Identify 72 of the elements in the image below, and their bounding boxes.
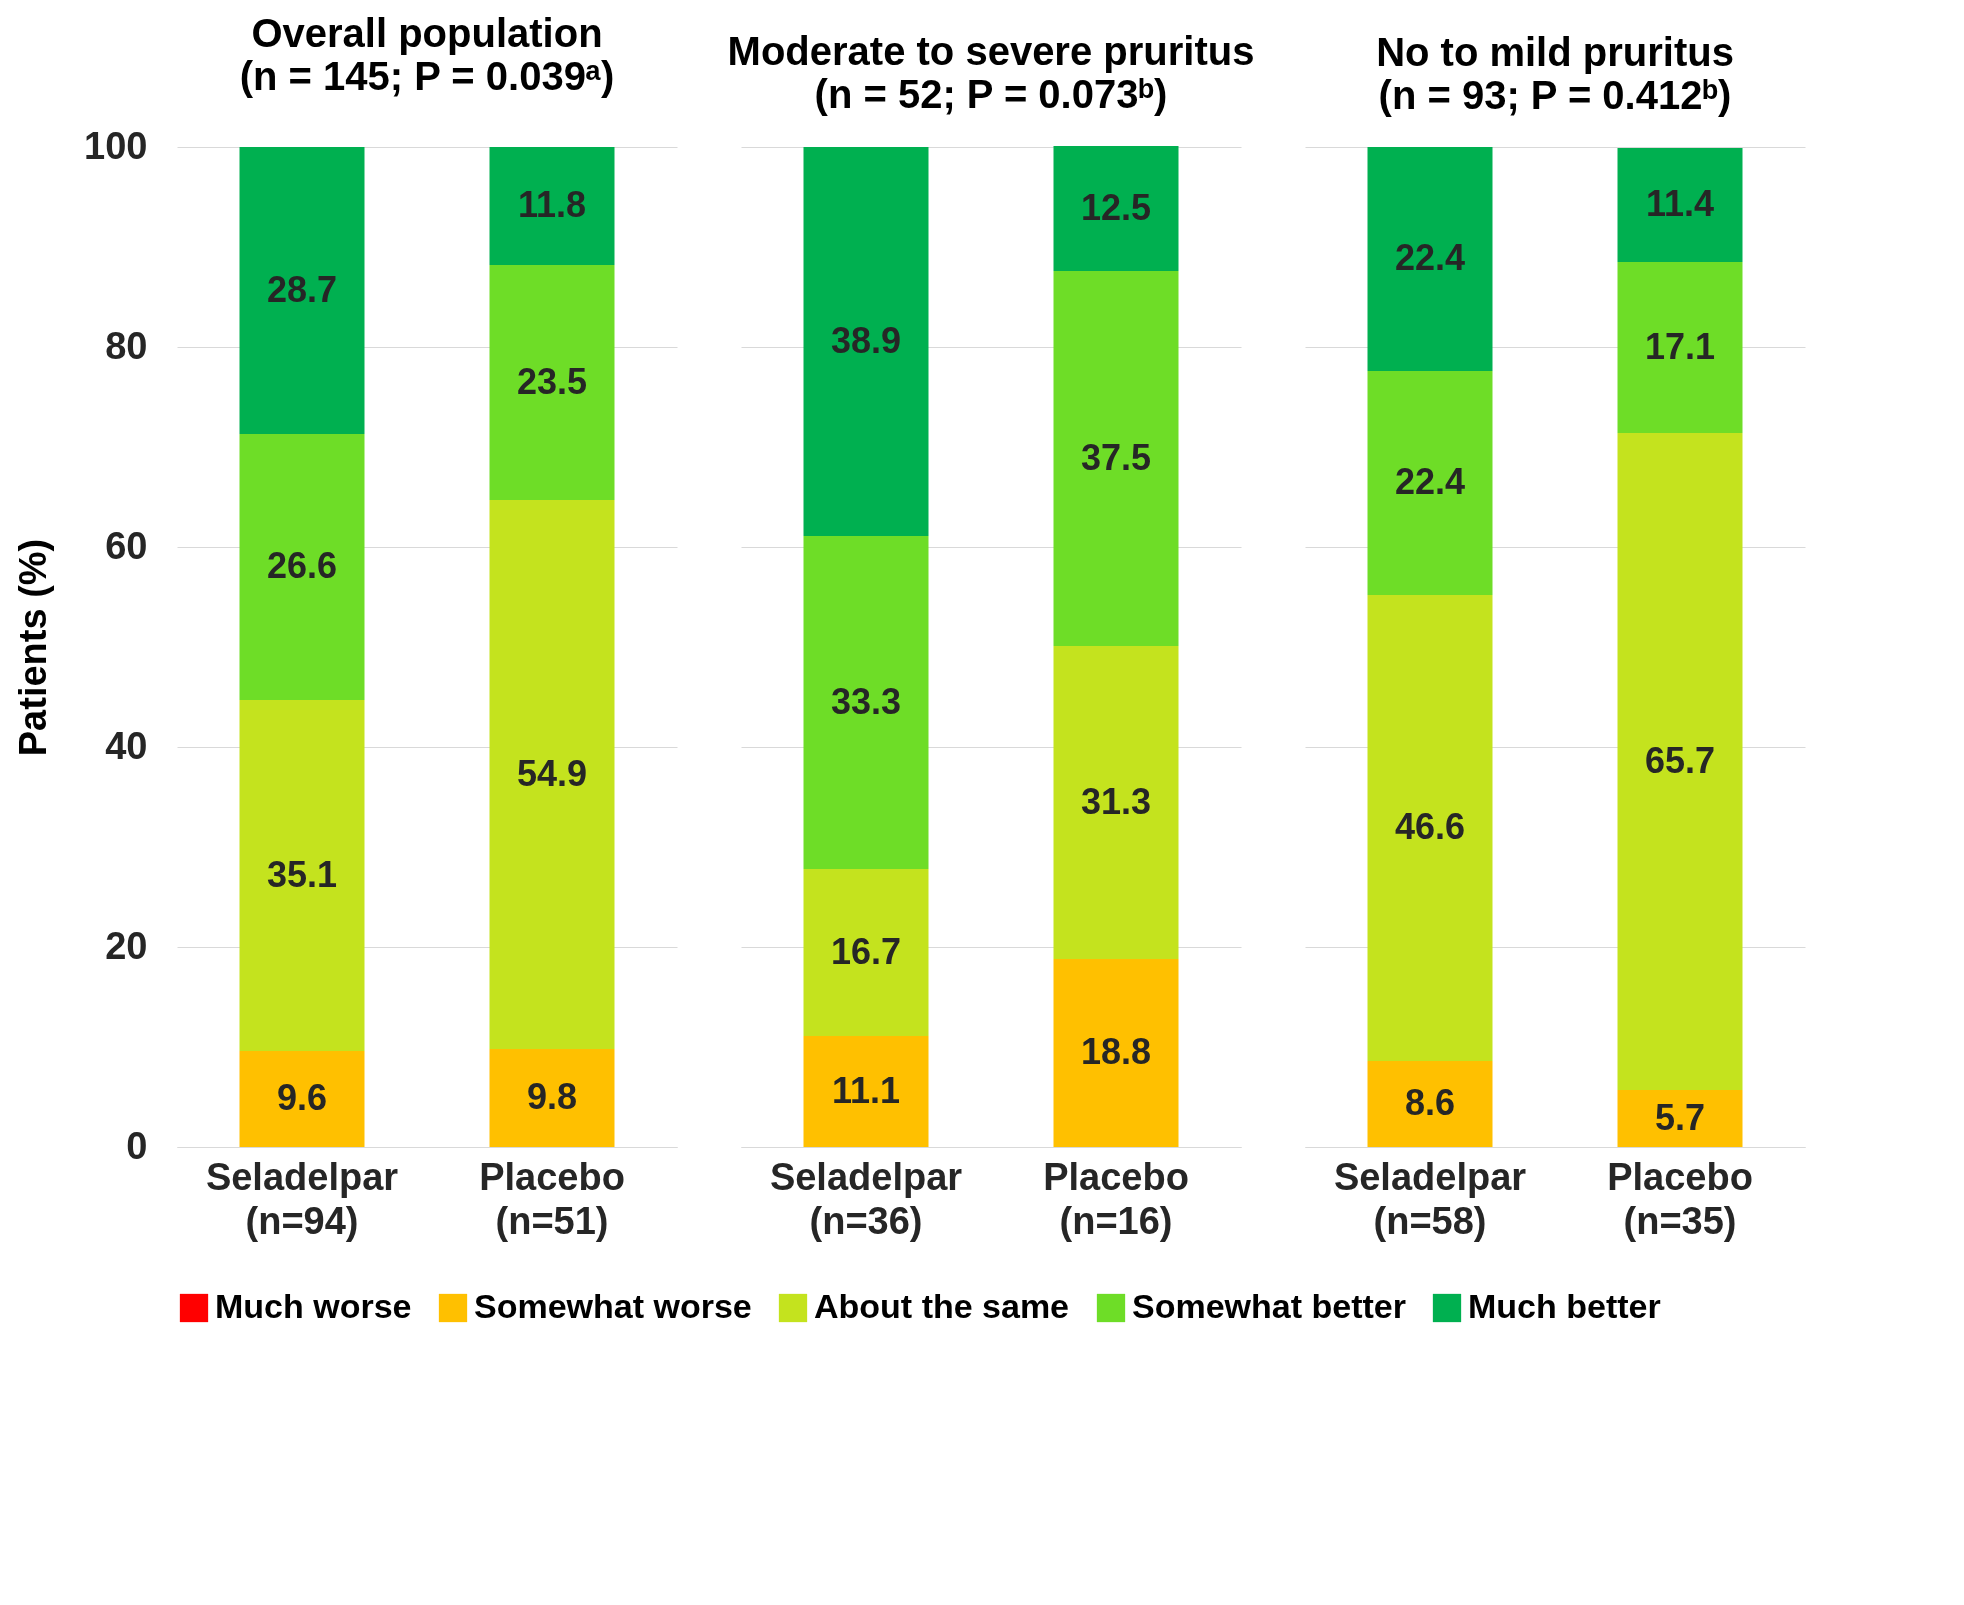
bar bbox=[803, 147, 929, 536]
bar bbox=[1617, 1090, 1743, 1147]
data-label: 9.6 bbox=[276, 1077, 328, 1118]
data-label: 17.1 bbox=[1644, 325, 1716, 367]
chart-title: Overall population bbox=[251, 11, 603, 55]
bar bbox=[803, 536, 929, 869]
bar bbox=[1367, 595, 1493, 1061]
y-tick-label: 80 bbox=[105, 324, 148, 367]
legend-label: Somewhat worse bbox=[474, 1287, 752, 1325]
data-label: 23.5 bbox=[516, 360, 588, 402]
x-tick-label: Placebo (n=16) bbox=[1043, 1155, 1189, 1242]
chart-title: Moderate to severe pruritus bbox=[727, 29, 1255, 73]
data-label: 12.5 bbox=[1080, 186, 1152, 228]
bar bbox=[803, 1036, 929, 1147]
bar bbox=[239, 147, 365, 434]
data-label: 9.8 bbox=[526, 1076, 578, 1117]
data-label: 11.4 bbox=[1645, 183, 1715, 224]
x-tick-label: Seladelpar (n=58) bbox=[1333, 1155, 1527, 1242]
bar bbox=[489, 147, 615, 265]
bar bbox=[1617, 148, 1743, 262]
x-tick-label: Placebo (n=51) bbox=[479, 1155, 625, 1242]
legend-label: Somewhat better bbox=[1132, 1287, 1406, 1325]
bar bbox=[239, 434, 365, 700]
data-label: 22.4 bbox=[1394, 237, 1466, 278]
data-label: 16.7 bbox=[830, 930, 902, 972]
bar bbox=[1053, 959, 1179, 1147]
data-label: 31.3 bbox=[1080, 780, 1152, 822]
chart-subtitle: (n = 145; P = 0.039ᵃ) bbox=[239, 54, 615, 98]
bar bbox=[1053, 146, 1179, 271]
bar bbox=[489, 500, 615, 1049]
data-label: 46.6 bbox=[1394, 806, 1466, 847]
data-label: 11.8 bbox=[517, 184, 587, 225]
bar bbox=[1367, 371, 1493, 595]
legend-label: Much worse bbox=[215, 1287, 412, 1325]
data-label: 26.6 bbox=[266, 545, 338, 586]
bar bbox=[803, 869, 929, 1036]
data-label: 54.9 bbox=[516, 752, 588, 794]
y-tick-label: 100 bbox=[84, 124, 148, 167]
bar bbox=[239, 1051, 365, 1147]
x-tick-label: Seladelpar (n=36) bbox=[769, 1155, 963, 1242]
y-axis-title: Patients (%) bbox=[12, 538, 55, 757]
legend-label: About the same bbox=[814, 1287, 1070, 1325]
bar bbox=[1367, 147, 1493, 371]
data-label: 35.1 bbox=[266, 853, 338, 895]
chart-title: No to mild pruritus bbox=[1376, 30, 1734, 74]
bar bbox=[1617, 433, 1743, 1090]
y-tick-label: 20 bbox=[105, 924, 148, 967]
bar bbox=[239, 700, 365, 1051]
chart-subtitle: (n = 52; P = 0.073ᵇ) bbox=[814, 72, 1168, 116]
data-label: 22.4 bbox=[1394, 461, 1466, 502]
bar bbox=[1053, 271, 1179, 646]
bar bbox=[1617, 262, 1743, 433]
bar bbox=[489, 1049, 615, 1147]
data-label: 18.8 bbox=[1080, 1031, 1152, 1072]
data-label: 37.5 bbox=[1080, 436, 1152, 478]
data-label: 5.7 bbox=[1654, 1096, 1706, 1138]
y-tick-label: 60 bbox=[105, 524, 148, 567]
bar bbox=[1367, 1061, 1493, 1147]
x-tick-label: Placebo (n=35) bbox=[1607, 1155, 1753, 1242]
legend-label: Much better bbox=[1468, 1287, 1661, 1325]
data-label: 38.9 bbox=[830, 319, 902, 361]
data-label: 8.6 bbox=[1404, 1082, 1456, 1123]
bar bbox=[489, 265, 615, 500]
y-tick-label: 0 bbox=[126, 1124, 148, 1167]
x-tick-label: Seladelpar (n=94) bbox=[205, 1155, 399, 1242]
bar bbox=[1053, 646, 1179, 959]
data-label: 28.7 bbox=[266, 268, 338, 310]
chart-subtitle: (n = 93; P = 0.412ᵇ) bbox=[1378, 73, 1732, 117]
data-label: 65.7 bbox=[1644, 739, 1716, 781]
y-tick-label: 40 bbox=[105, 724, 148, 767]
data-label: 11.1 bbox=[831, 1069, 901, 1111]
data-label: 33.3 bbox=[830, 680, 902, 722]
